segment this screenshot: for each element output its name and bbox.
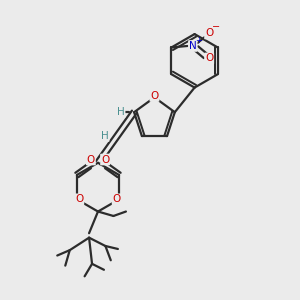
Text: O: O [150, 91, 159, 101]
Text: O: O [112, 194, 121, 204]
Text: −: − [212, 22, 220, 32]
Text: H: H [117, 107, 124, 117]
Text: O: O [75, 194, 83, 204]
Text: O: O [205, 28, 213, 38]
Text: O: O [101, 154, 109, 164]
Text: N: N [189, 41, 197, 51]
Text: +: + [195, 35, 202, 44]
Text: O: O [205, 53, 213, 64]
Text: H: H [101, 131, 109, 141]
Text: O: O [87, 154, 95, 164]
